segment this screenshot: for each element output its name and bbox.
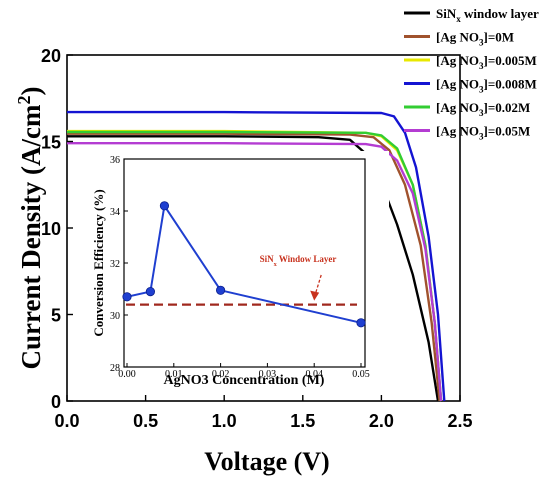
inset-y-tick-label: 30	[110, 311, 120, 322]
main-y-axis-label: Current Density (A/cm2)	[14, 87, 46, 370]
jv-curve-5	[67, 142, 443, 402]
inset-y-tick-label: 32	[110, 259, 120, 270]
main-curves	[67, 110, 446, 402]
legend-entry-5: [Ag NO3]=0.05M	[436, 124, 530, 142]
efficiency-point-1	[145, 286, 155, 297]
main-x-tick-label: 0.5	[133, 411, 158, 431]
reference-label: SiNx Window Layer	[260, 254, 337, 268]
main-y-tick-label: 0	[51, 392, 61, 412]
legend: SiNx window layer [Ag NO3]=0M [Ag NO3]=0.0…	[404, 6, 539, 142]
main-x-tick-label: 2.5	[447, 411, 472, 431]
main-x-tick-label: 0.0	[54, 411, 79, 431]
efficiency-point-0	[122, 292, 132, 302]
main-y-tick-label: 15	[41, 133, 61, 153]
inset-x-axis: 0.00 0.01 0.02 0.03 0.04 0.05	[118, 363, 370, 380]
inset-background	[89, 151, 389, 387]
inset-y-tick-label: 34	[110, 207, 120, 218]
legend-entry-2: [Ag NO3]=0.005M	[436, 53, 537, 71]
legend-entry-0: SiNx window layer	[436, 6, 539, 24]
jv-curve-3	[67, 110, 446, 402]
inset-x-tick-label: 0.00	[118, 369, 136, 380]
inset-x-tick-label: 0.04	[305, 369, 323, 380]
main-y-tick-label: 10	[41, 219, 61, 239]
main-x-tick-label: 1.0	[212, 411, 237, 431]
inset-x-tick-label: 0.02	[212, 369, 230, 380]
main-y-axis: 0 5 10 15 20	[41, 46, 73, 412]
main-x-axis-label: Voltage (V)	[204, 447, 329, 476]
main-x-axis: 0.0 0.5 1.0 1.5 2.0 2.5	[54, 395, 473, 431]
efficiency-point-3	[216, 285, 226, 295]
main-x-tick-label: 2.0	[369, 411, 394, 431]
inset-y-tick-label: 36	[110, 155, 120, 166]
legend-entry-4: [Ag NO3]=0.02M	[436, 100, 530, 118]
reference-arrow-head	[310, 290, 320, 301]
inset-x-tick-label: 0.03	[259, 369, 277, 380]
inset-x-tick-label: 0.05	[352, 369, 370, 380]
efficiency-point-2	[159, 201, 170, 211]
inset-x-axis-label: AgNO3 Concentration (M)	[164, 373, 325, 388]
main-y-tick-label: 20	[41, 46, 61, 66]
efficiency-point-4	[356, 318, 366, 328]
legend-entry-3: [Ag NO3]=0.008M	[436, 77, 537, 95]
legend-entry-1: [Ag NO3]=0M	[436, 30, 514, 48]
inset-x-tick-label: 0.01	[165, 369, 183, 380]
jv-curve-1	[67, 132, 441, 402]
inset-y-tick-label: 28	[110, 363, 120, 374]
reference-arrow	[314, 274, 322, 295]
inset-content: SiNx Window Layer	[122, 201, 366, 328]
inset-y-axis-label: Conversion Efficiency (%)	[91, 189, 106, 336]
main-x-tick-label: 1.5	[290, 411, 315, 431]
main-y-tick-label: 5	[51, 306, 61, 326]
inset-y-axis: 28 30 32 34 36	[110, 155, 128, 374]
